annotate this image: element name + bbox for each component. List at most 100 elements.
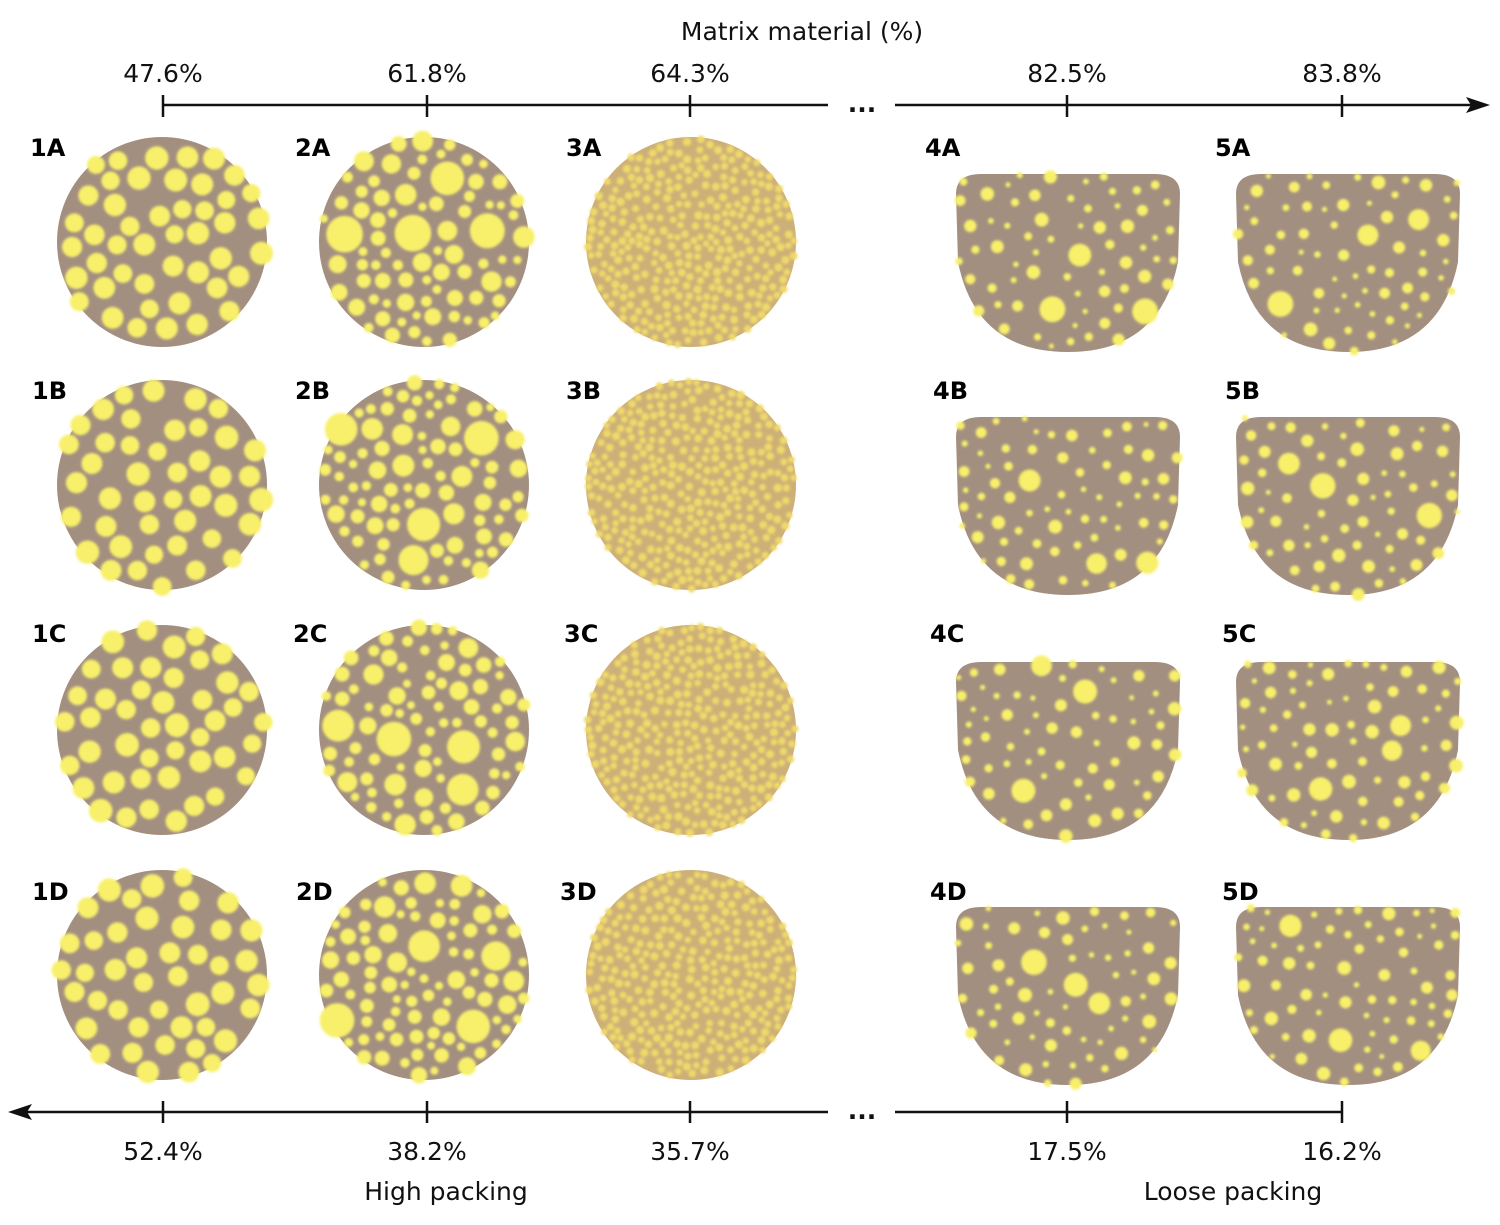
particle [744, 1019, 752, 1027]
particle [653, 294, 661, 302]
particle [494, 656, 506, 667]
particle [1400, 302, 1409, 311]
particle [695, 791, 704, 800]
particle [954, 195, 966, 207]
particle [667, 906, 677, 915]
particle [360, 898, 372, 911]
particle [655, 323, 664, 332]
particle [758, 505, 766, 513]
particle [721, 907, 730, 917]
particle [730, 480, 738, 488]
particle [1353, 905, 1363, 915]
particle [651, 334, 659, 342]
particle [397, 662, 408, 673]
particle [666, 481, 675, 490]
particle [706, 1019, 713, 1027]
particle [1411, 440, 1423, 452]
particle [612, 509, 620, 517]
particle [674, 729, 681, 737]
particle [706, 417, 714, 425]
particle [435, 470, 446, 482]
particle [774, 956, 784, 965]
particle [665, 1058, 673, 1066]
particle [677, 462, 687, 471]
particle [638, 915, 647, 923]
particle [365, 404, 376, 414]
particle [635, 700, 642, 707]
particle [994, 301, 1002, 309]
particle [726, 1046, 735, 1054]
particle [186, 221, 210, 245]
particle [727, 1065, 735, 1072]
particle [779, 285, 788, 293]
particle [611, 1015, 620, 1024]
particle [675, 200, 683, 208]
particle [1068, 954, 1077, 962]
particle [703, 466, 711, 475]
particles [319, 872, 530, 1084]
particle [736, 390, 745, 400]
arrow-left-icon [8, 1104, 32, 1120]
loose-packing-label: Loose packing [1144, 1177, 1323, 1206]
particle [630, 314, 639, 323]
particle [626, 477, 634, 486]
particle [116, 700, 136, 720]
particle [773, 291, 781, 299]
particle [174, 509, 197, 532]
particle [1062, 934, 1074, 945]
particle [1382, 907, 1396, 921]
particle [675, 953, 683, 961]
particle [609, 250, 617, 258]
particle [696, 623, 705, 631]
particle [962, 487, 969, 494]
sample-label: 4D [930, 878, 967, 906]
particle [686, 525, 694, 532]
particle [163, 667, 184, 689]
particle [635, 795, 644, 804]
particle [1347, 720, 1355, 729]
particle [678, 162, 685, 169]
particle [730, 1022, 738, 1031]
particle [1024, 579, 1035, 590]
particle [598, 771, 605, 779]
particle [699, 338, 708, 347]
particle [733, 200, 741, 208]
particle [611, 1006, 619, 1014]
particle [971, 531, 984, 544]
particle [694, 211, 703, 220]
particle [688, 770, 696, 778]
particle [476, 528, 492, 545]
sample-label: 5B [1225, 377, 1260, 405]
particle [754, 698, 763, 706]
particles [956, 655, 1182, 843]
particle [484, 973, 499, 988]
particle [726, 277, 733, 284]
particle [715, 1068, 724, 1077]
particle [1259, 706, 1267, 713]
particle [392, 995, 401, 1004]
particle [736, 697, 744, 705]
particle [625, 254, 633, 262]
particle [374, 896, 396, 918]
particle [1322, 668, 1335, 681]
particle [989, 984, 999, 994]
particle [90, 1044, 111, 1064]
particle [1156, 538, 1163, 545]
particle [1380, 210, 1394, 224]
particle [775, 694, 783, 702]
particle [64, 213, 84, 233]
particle [694, 980, 702, 988]
particle [669, 403, 677, 410]
particle [781, 703, 790, 712]
particle [1322, 181, 1331, 190]
particle [958, 993, 968, 1004]
bottom-tick-label: 16.2% [1302, 1137, 1381, 1166]
particle [597, 955, 604, 962]
particle [517, 698, 531, 712]
particle [422, 275, 432, 285]
particle [760, 472, 767, 480]
particle [646, 647, 654, 656]
particle [766, 231, 773, 238]
particle [1269, 1053, 1275, 1060]
top-tick-label: 47.6% [123, 59, 202, 88]
